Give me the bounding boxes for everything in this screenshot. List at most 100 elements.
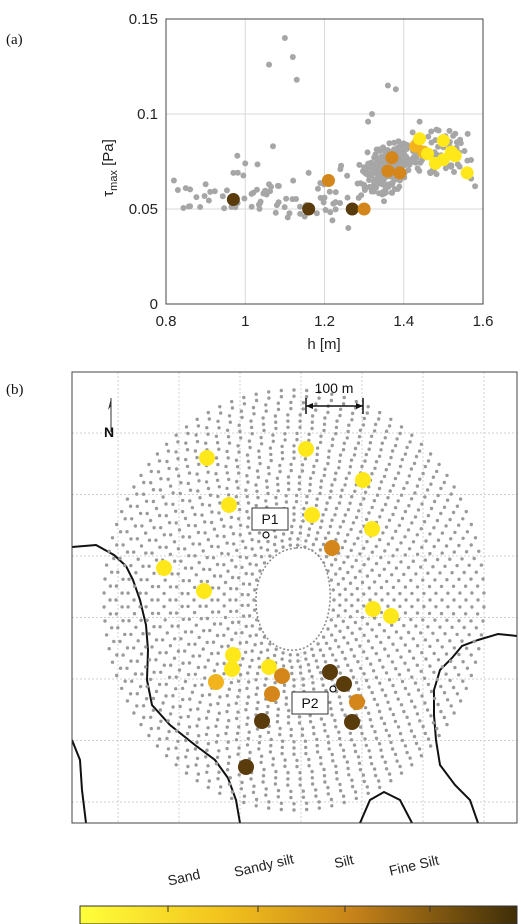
mesh-node	[226, 569, 230, 573]
mesh-node	[449, 492, 453, 496]
mesh-node	[356, 536, 360, 540]
mesh-node	[205, 426, 209, 430]
mesh-node	[126, 591, 130, 595]
mesh-node	[141, 564, 145, 568]
mesh-node	[304, 539, 308, 543]
x-tick-label: 1.2	[314, 313, 335, 330]
background-point	[257, 198, 264, 205]
mesh-node	[452, 711, 456, 715]
mesh-node	[176, 572, 180, 576]
background-point	[384, 146, 391, 153]
mesh-node	[179, 637, 183, 641]
mesh-node	[181, 661, 185, 665]
mesh-node	[264, 787, 268, 791]
mesh-node	[135, 704, 139, 708]
mesh-node	[284, 702, 288, 706]
mesh-node	[206, 742, 211, 746]
mesh-node	[470, 605, 474, 609]
sample-location	[298, 441, 314, 457]
mesh-node	[177, 474, 181, 478]
mesh-node	[283, 432, 287, 436]
x-tick-label: 1.6	[473, 313, 494, 330]
mesh-node	[379, 585, 384, 590]
mesh-node	[194, 763, 198, 767]
mesh-node	[290, 665, 294, 669]
background-point	[219, 193, 226, 200]
mesh-node	[400, 457, 404, 462]
mesh-node	[425, 488, 430, 492]
mesh-node	[423, 731, 427, 736]
mesh-node	[247, 466, 251, 470]
mesh-node	[374, 634, 379, 639]
mesh-node	[383, 436, 387, 440]
mesh-node	[419, 754, 424, 758]
mesh-node	[400, 516, 405, 521]
mesh-node	[315, 446, 320, 450]
mesh-node	[247, 730, 251, 734]
mesh-node	[276, 788, 281, 793]
mesh-node	[144, 591, 148, 595]
mesh-node	[365, 539, 369, 544]
mesh-node	[120, 605, 124, 609]
mesh-node	[415, 533, 419, 537]
mesh-node	[288, 653, 292, 657]
mesh-node	[127, 619, 131, 623]
mesh-node	[284, 500, 289, 504]
mesh-node	[387, 772, 392, 776]
mesh-node	[216, 733, 220, 738]
mesh-node	[341, 619, 345, 623]
sample-point	[436, 134, 450, 148]
mesh-node	[457, 619, 461, 623]
mesh-node	[286, 783, 290, 787]
mesh-node	[177, 668, 182, 672]
mesh-node	[367, 749, 371, 753]
mesh-node	[439, 511, 443, 516]
mesh-node	[320, 519, 324, 523]
mesh-node	[380, 755, 384, 759]
mesh-node	[359, 530, 363, 534]
mesh-node	[321, 542, 326, 547]
mesh-node	[448, 678, 452, 683]
mesh-node	[314, 503, 319, 508]
mesh-node	[164, 694, 168, 698]
mesh-node	[426, 459, 431, 463]
mesh-node	[334, 538, 338, 542]
mesh-node	[214, 762, 219, 766]
mesh-node	[440, 665, 445, 669]
mesh-node	[154, 658, 158, 662]
mesh-node	[445, 722, 449, 727]
mesh-node	[204, 604, 208, 608]
mesh-node	[330, 518, 334, 522]
mesh-node	[435, 677, 440, 682]
mesh-node	[234, 458, 239, 462]
mesh-node	[453, 665, 457, 670]
mesh-node	[261, 422, 266, 426]
mesh-node	[451, 510, 456, 515]
mesh-node	[323, 780, 327, 784]
mesh-node	[413, 515, 418, 519]
mesh-node	[372, 429, 377, 433]
mesh-node	[323, 729, 327, 733]
mesh-node	[331, 759, 335, 763]
mesh-node	[292, 684, 296, 688]
mesh-node	[155, 744, 160, 748]
mesh-node	[386, 654, 391, 658]
mesh-node	[368, 755, 373, 759]
mesh-node	[297, 475, 302, 479]
mesh-node	[315, 743, 319, 748]
background-point	[211, 188, 218, 195]
mesh-node	[170, 624, 174, 628]
mesh-node	[135, 659, 139, 663]
mesh-node	[352, 453, 357, 457]
background-point	[174, 187, 181, 193]
mesh-node	[390, 660, 395, 664]
mesh-node	[171, 694, 175, 698]
mesh-node	[259, 435, 263, 440]
mesh-node	[283, 764, 287, 768]
mesh-node	[405, 481, 409, 485]
mesh-node	[298, 665, 302, 669]
mesh-node	[242, 402, 247, 406]
mesh-node	[383, 502, 388, 507]
mesh-node	[248, 562, 252, 566]
mesh-node	[258, 569, 262, 573]
